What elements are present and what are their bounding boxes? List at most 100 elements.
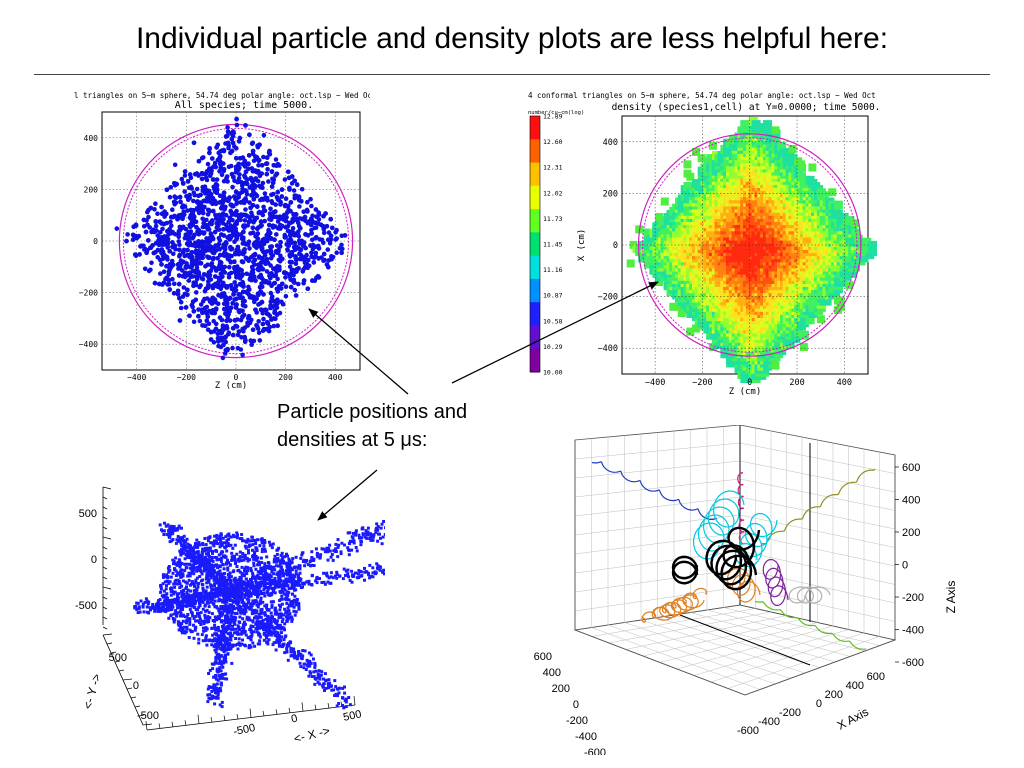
scatter-point [165,239,170,245]
scatter-point [255,226,260,232]
scatter-point [275,323,280,328]
scatter-point [225,140,231,146]
scatter-point [208,171,213,177]
scatter-point [283,225,289,230]
scatter-point [160,226,165,232]
scatter-point [324,262,330,267]
scatter-point [242,334,247,340]
scatter-point [193,280,198,285]
scatter-point [252,299,257,305]
scatter-point [342,233,348,238]
scatter-point [125,232,130,237]
scatter-point [194,207,200,212]
scatter-point [155,211,160,216]
scatter-point [207,146,212,151]
scatter-point [234,146,239,151]
scatter-point [170,207,175,212]
scatter-point [241,223,246,228]
scatter-point [325,247,331,252]
scatter-point [265,260,271,266]
scatter-point [237,172,242,177]
scatter-point [266,280,271,286]
colorbar-segment [530,116,540,140]
scatter-point [148,205,154,211]
scatter-point [212,297,218,302]
scatter-point [247,185,253,190]
colorbar-tick-label: 11.73 [543,215,563,223]
scatter-point [194,171,200,176]
scatter-point [197,318,203,324]
scatter-point [238,317,244,323]
scatter-point [234,324,240,329]
scatter-point [262,196,268,202]
scatter-point [177,247,182,253]
scatter-point [242,173,247,178]
scatter-point [321,230,327,236]
scatter-point [171,199,177,205]
scatter-point [268,251,274,256]
scatter-point [242,218,248,223]
scatter-point [288,284,294,290]
colorbar-ticks: 12.8912.6012.3112.0211.7311.4511.1610.87… [543,113,563,377]
scatter-point [266,179,271,184]
scatter-point [154,228,159,233]
scatter-point [210,156,215,161]
scatter-point [204,217,209,223]
scatter-point [220,274,225,279]
scatter-point [287,259,293,265]
scatter-point [152,207,157,212]
scatter-point [264,171,270,177]
scatter-point [159,247,165,252]
scatter-point [208,235,213,240]
scatter-point [316,256,321,261]
scatter-point [339,250,344,255]
scatter-point [187,172,193,177]
scatter-point [269,199,274,204]
scatter-point [203,286,209,292]
scatter-point [211,318,216,324]
scatter-point [235,232,241,237]
scatter-point [167,226,172,232]
scatter-point [313,225,319,230]
colorbar-label: number/cu−cm(log) [528,110,584,116]
scatter-point [198,253,204,258]
scatter-point [165,282,170,287]
scatter-point [164,211,169,217]
scatter-point [148,245,153,251]
scatter-point [214,221,219,226]
scatter-point [178,299,184,305]
scatter-point [222,247,228,252]
scatter-point [258,197,263,203]
scatter-point [165,245,170,250]
scatter-point [267,324,272,330]
scatter-point [230,300,235,306]
scatter-point [193,243,198,248]
scatter-point [293,254,298,259]
scatter-point [247,200,252,205]
scatter-point [221,233,227,238]
scatter-point [334,250,340,255]
colorbar-segment [530,255,540,280]
scatter-point [309,254,314,259]
scatter-point [237,135,243,141]
scatter-point [191,217,196,223]
scatter-point [219,317,225,323]
scatter-point [201,272,207,277]
scatter-point [304,257,310,263]
scatter-point [232,318,238,323]
scatter-point [230,140,236,146]
scatter-point [296,281,301,287]
scatter-point [233,169,239,175]
scatter-point [256,330,262,335]
scatter-point [185,292,190,298]
scatter-point [234,164,239,170]
scatter-point [188,184,194,190]
scatter-point [199,276,205,281]
scatter-point [287,185,292,191]
scatter-point [267,222,272,228]
scatter-point [205,314,211,319]
scatter-point [313,207,319,212]
scatter-point [328,216,334,222]
scatter-point [330,225,335,231]
scatter-point [230,184,235,190]
